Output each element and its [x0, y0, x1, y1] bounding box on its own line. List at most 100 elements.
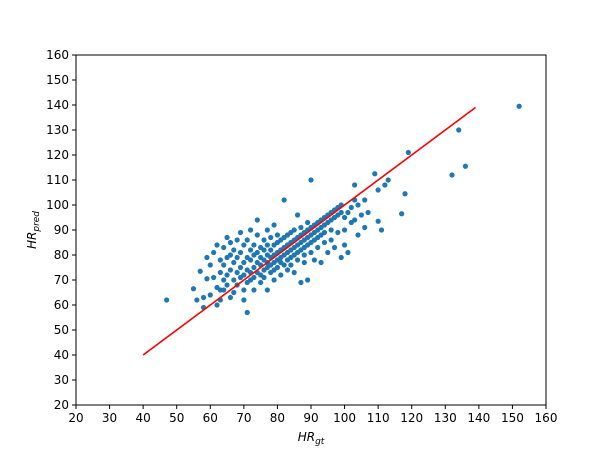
scatter-point	[298, 224, 304, 231]
scatter-point	[335, 229, 341, 236]
scatter-point	[274, 264, 281, 271]
x-tick-label: 120	[400, 411, 423, 425]
scatter-point	[217, 269, 223, 276]
scatter-point	[315, 244, 321, 251]
scatter-point	[308, 177, 314, 183]
scatter-point	[227, 294, 234, 301]
y-axis-label-main: HR	[25, 232, 39, 249]
plot-area	[142, 103, 522, 356]
scatter-point	[328, 237, 334, 243]
scatter-point	[311, 257, 317, 263]
scatter-point	[358, 212, 364, 218]
scatter-point	[258, 279, 264, 286]
scatter-point	[281, 197, 287, 203]
scatter-point	[244, 309, 250, 316]
y-tick-label: 160	[46, 48, 69, 62]
scatter-point	[348, 204, 354, 211]
scatter-point	[264, 287, 270, 293]
scatter-point	[221, 262, 227, 268]
scatter-point	[345, 249, 351, 256]
scatter-point	[261, 274, 267, 281]
scatter-point	[261, 247, 267, 253]
scatter-point	[241, 242, 247, 248]
y-axis-label: HRpred	[25, 211, 42, 249]
x-tick-label: 40	[136, 411, 151, 425]
scatter-point	[214, 302, 220, 308]
scatter-point	[281, 262, 287, 268]
scatter-point	[288, 262, 294, 268]
scatter-point	[352, 217, 358, 223]
scatter-point	[298, 279, 304, 286]
scatter-point	[247, 247, 254, 253]
y-tick-label: 80	[54, 248, 69, 262]
y-tick-label: 130	[46, 123, 69, 137]
y-tick-label: 90	[54, 223, 69, 237]
scatter-point	[305, 277, 311, 283]
scatter-point	[231, 277, 237, 283]
scatter-point	[204, 254, 210, 261]
scatter-point	[362, 197, 368, 203]
scatter-point	[231, 289, 237, 296]
scatter-point	[224, 272, 230, 278]
scatter-point	[207, 262, 213, 268]
y-tick-label: 50	[54, 323, 69, 337]
scatter-point	[284, 267, 291, 273]
scatter-point	[274, 232, 281, 238]
scatter-point	[227, 239, 234, 246]
x-tick-label: 90	[303, 411, 318, 425]
y-tick-label: 40	[54, 348, 69, 362]
y-tick-label: 140	[46, 98, 69, 112]
y-tick-label: 70	[54, 273, 69, 287]
scatter-point	[345, 209, 351, 216]
y-tick-label: 30	[54, 373, 69, 387]
x-tick-label: 100	[333, 411, 356, 425]
scatter-point	[227, 252, 234, 258]
scatter-point	[244, 237, 250, 243]
y-tick-label: 100	[46, 198, 69, 212]
scatter-point	[405, 149, 411, 156]
x-tick-label: 110	[367, 411, 390, 425]
scatter-point	[271, 222, 277, 228]
x-axis: 20 30 40 50 60 70 80 90 100 110 120 130 140 150 160	[68, 405, 557, 425]
x-axis-label-sub: gt	[315, 437, 325, 447]
x-tick-label: 50	[169, 411, 184, 425]
scatter-point	[217, 257, 223, 263]
y-tick-label: 60	[54, 298, 69, 312]
scatter-point	[305, 219, 311, 226]
scatter-point	[301, 259, 307, 266]
y-axis-label-sub: pred	[32, 211, 42, 233]
x-tick-label: 140	[467, 411, 490, 425]
scatter-point	[241, 272, 247, 278]
scatter-point	[241, 287, 247, 293]
scatter-point	[190, 286, 197, 292]
scatter-point	[164, 297, 170, 303]
x-tick-label: 60	[203, 411, 218, 425]
scatter-point	[362, 224, 368, 231]
scatter-point	[247, 257, 254, 263]
scatter-point	[341, 242, 348, 248]
scatter-point	[221, 277, 227, 283]
scatter-point	[378, 227, 385, 233]
scatter-point	[462, 163, 469, 169]
scatter-point	[338, 254, 344, 261]
scatter-point	[382, 182, 388, 188]
scatter-point	[278, 272, 284, 278]
y-tick-label: 150	[46, 73, 69, 87]
scatter-point	[251, 242, 257, 248]
scatter-point	[294, 257, 301, 263]
scatter-point	[237, 249, 244, 256]
scatter-point	[264, 227, 270, 233]
scatter-point	[365, 209, 371, 216]
scatter-point	[251, 264, 257, 271]
scatter-point	[211, 249, 217, 256]
scatter-point	[352, 182, 358, 188]
scatter-point	[341, 214, 348, 221]
x-tick-label: 130	[434, 411, 457, 425]
scatter-point	[372, 171, 378, 177]
scatter-point	[231, 259, 237, 266]
scatter-point	[214, 242, 220, 248]
scatter-point	[237, 264, 244, 271]
scatter-point	[456, 127, 462, 133]
scatter-point	[355, 232, 361, 238]
